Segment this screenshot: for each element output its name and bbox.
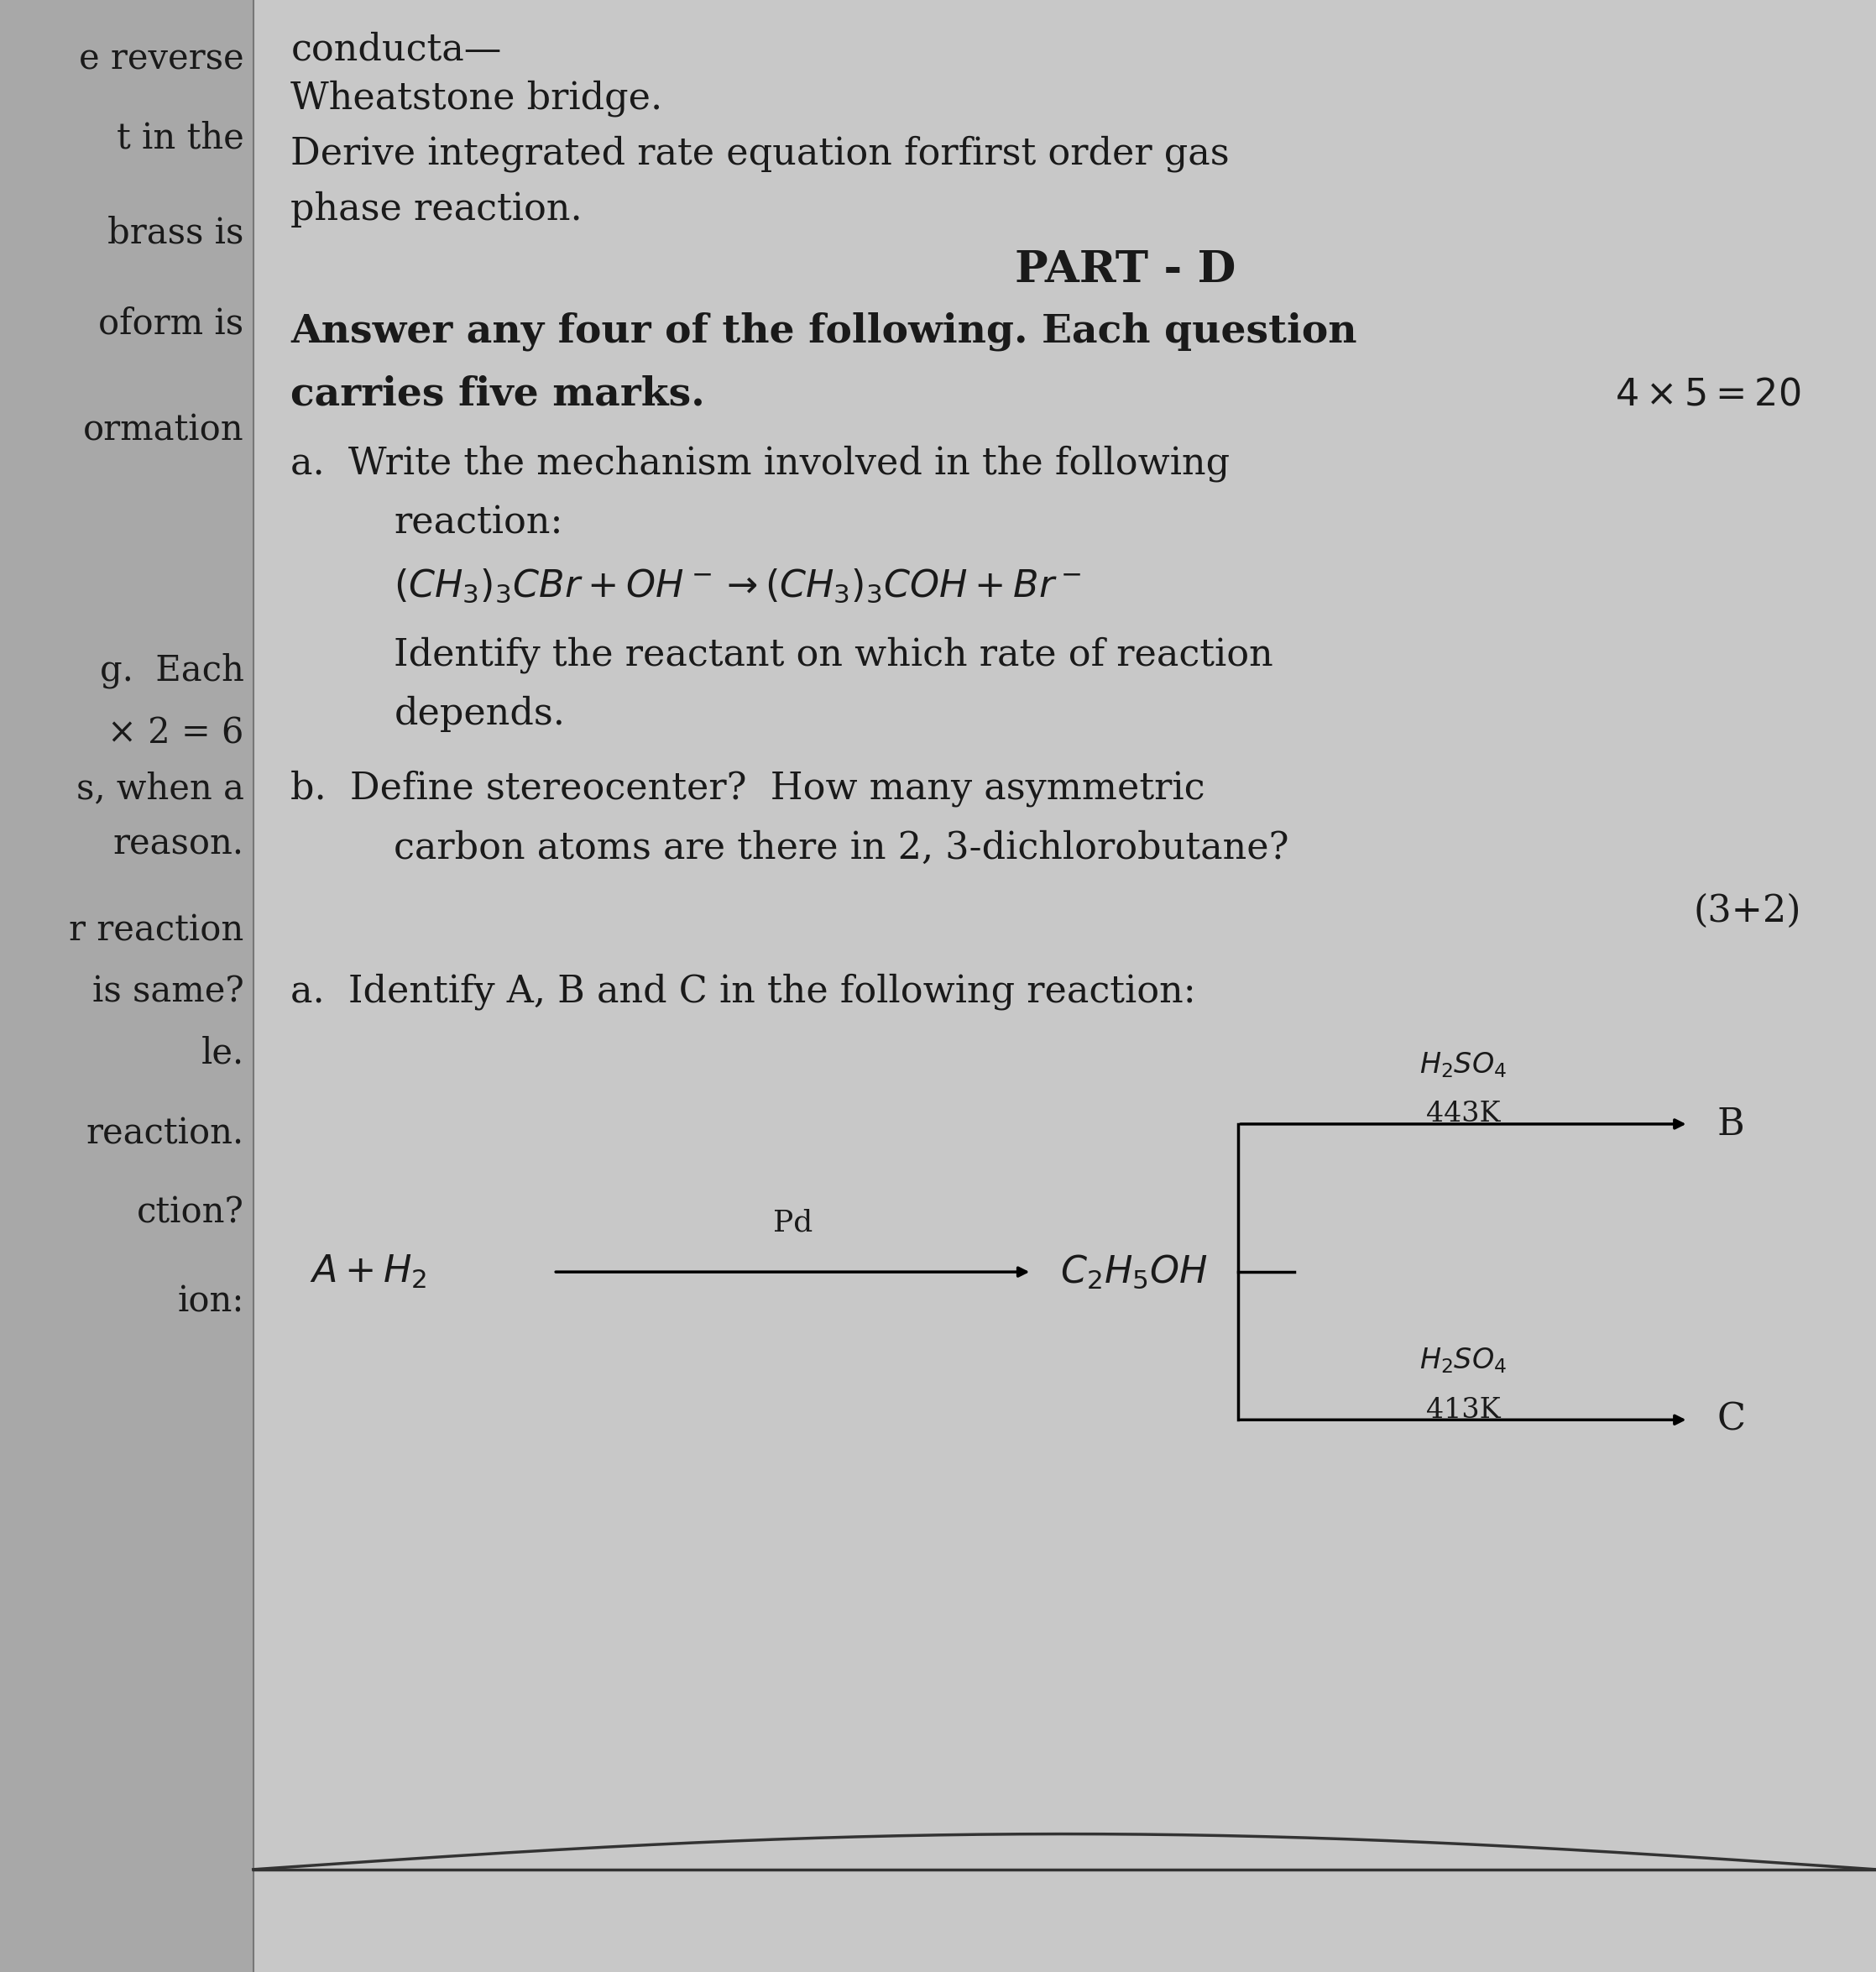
Text: ction?: ction?	[137, 1195, 244, 1231]
Text: (3+2): (3+2)	[1694, 893, 1801, 929]
Text: a.  Identify A, B and C in the following reaction:: a. Identify A, B and C in the following …	[291, 974, 1197, 1010]
Text: reaction:: reaction:	[394, 505, 563, 540]
Text: Wheatstone bridge.: Wheatstone bridge.	[291, 81, 662, 116]
Text: g.  Each: g. Each	[99, 653, 244, 688]
Text: 443K: 443K	[1426, 1100, 1501, 1128]
Text: carries five marks.: carries five marks.	[291, 375, 705, 414]
Text: PART - D: PART - D	[1015, 248, 1236, 292]
Text: Pd: Pd	[773, 1209, 812, 1236]
Text: depends.: depends.	[394, 696, 565, 732]
Text: ion:: ion:	[176, 1284, 244, 1319]
Text: 413K: 413K	[1426, 1396, 1501, 1424]
Text: $H_2SO_4$: $H_2SO_4$	[1420, 1051, 1506, 1079]
Text: × 2 = 6: × 2 = 6	[107, 716, 244, 751]
Text: Derive integrated rate equation forfirst order gas: Derive integrated rate equation forfirst…	[291, 136, 1231, 172]
Text: carbon atoms are there in 2, 3-dichlorobutane?: carbon atoms are there in 2, 3-dichlorob…	[394, 830, 1289, 866]
Bar	[253, 0, 1876, 1972]
Text: ormation: ormation	[83, 412, 244, 448]
Text: brass is: brass is	[107, 215, 244, 250]
Text: reason.: reason.	[113, 826, 244, 862]
Text: a.  Write the mechanism involved in the following: a. Write the mechanism involved in the f…	[291, 446, 1231, 481]
Text: $(CH_3)_3CBr + OH^- \rightarrow (CH_3)_3COH + Br^-$: $(CH_3)_3CBr + OH^- \rightarrow (CH_3)_3…	[394, 568, 1082, 603]
Text: Answer any four of the following. Each question: Answer any four of the following. Each q…	[291, 312, 1358, 351]
Text: Identify the reactant on which rate of reaction: Identify the reactant on which rate of r…	[394, 637, 1274, 672]
Text: t in the: t in the	[116, 120, 244, 156]
Text: B: B	[1717, 1106, 1745, 1142]
Text: e reverse: e reverse	[79, 41, 244, 77]
Text: reaction.: reaction.	[86, 1116, 244, 1152]
Text: conducta—: conducta—	[291, 32, 501, 67]
Text: $A + H_2$: $A + H_2$	[310, 1254, 426, 1290]
Bar	[0, 0, 253, 1972]
Text: s, when a: s, when a	[77, 771, 244, 807]
Text: is same?: is same?	[92, 974, 244, 1010]
Text: b.  Define stereocenter?  How many asymmetric: b. Define stereocenter? How many asymmet…	[291, 771, 1204, 807]
Text: $4 \times 5 = 20$: $4 \times 5 = 20$	[1615, 377, 1801, 412]
Text: $H_2SO_4$: $H_2SO_4$	[1420, 1347, 1506, 1374]
Text: phase reaction.: phase reaction.	[291, 191, 583, 227]
Text: le.: le.	[201, 1035, 244, 1071]
Text: oform is: oform is	[99, 306, 244, 341]
Text: r reaction: r reaction	[69, 913, 244, 949]
Text: C: C	[1717, 1402, 1745, 1438]
Text: $C_2H_5OH$: $C_2H_5OH$	[1060, 1254, 1208, 1290]
